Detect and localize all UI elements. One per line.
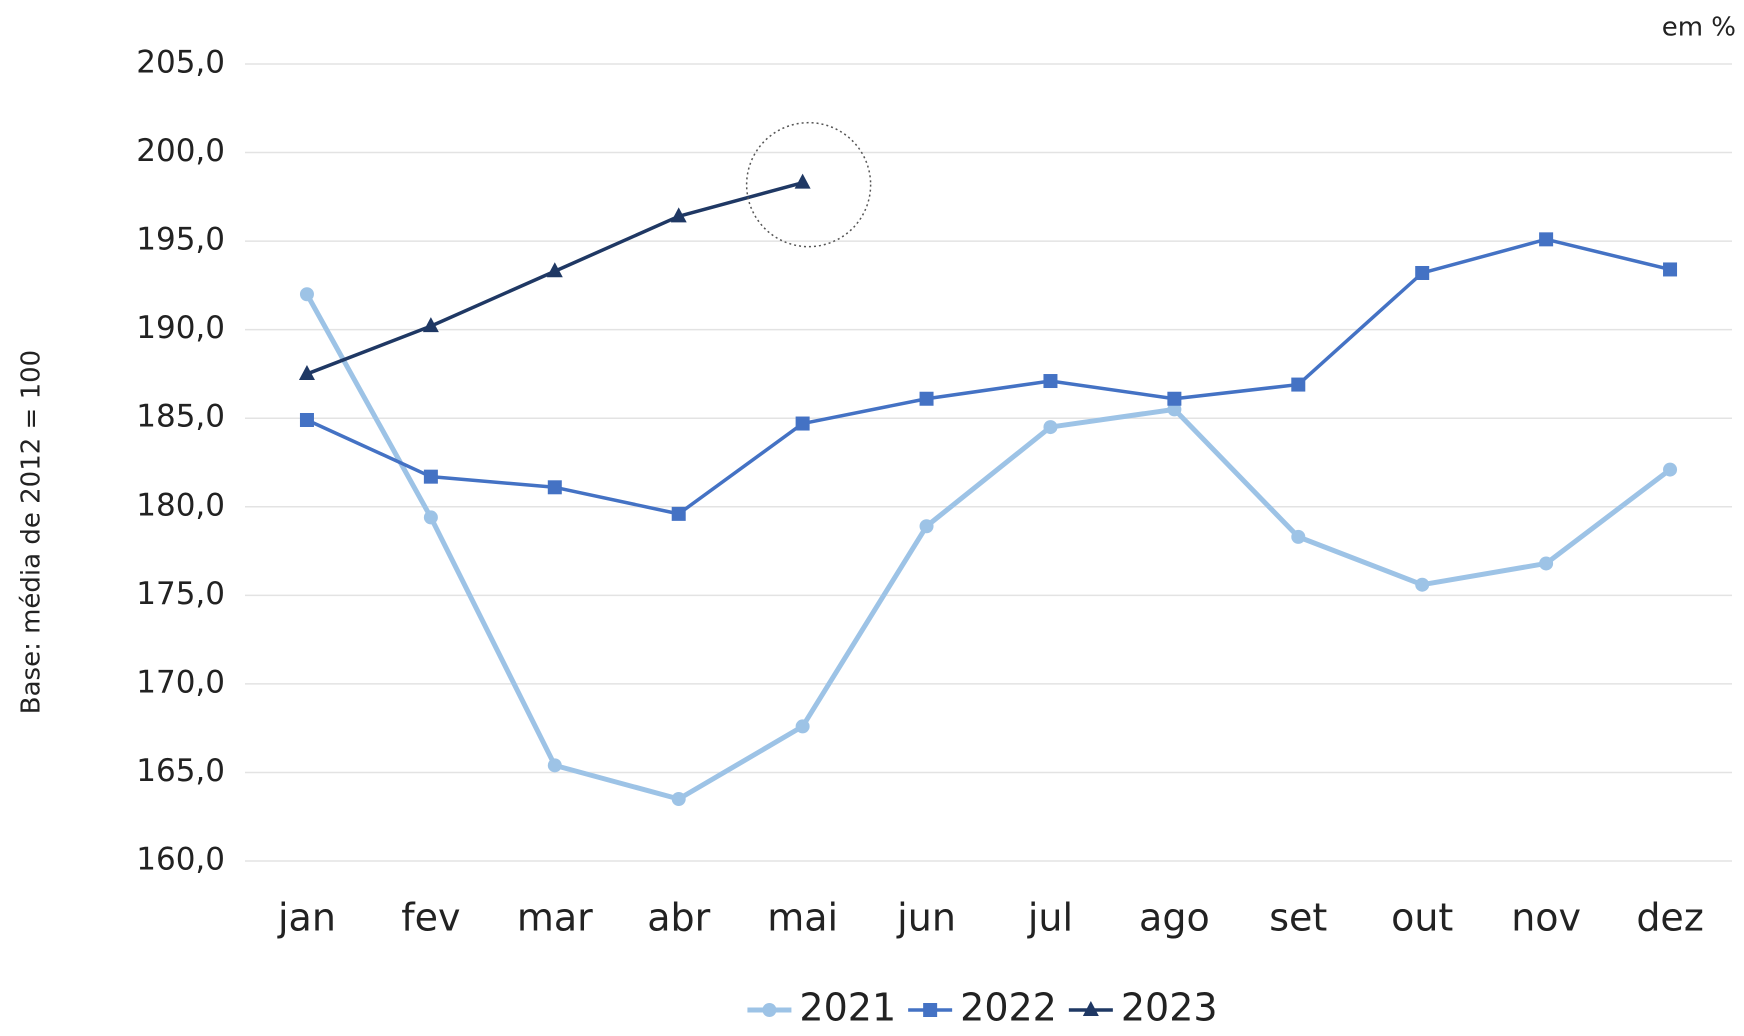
data-point — [423, 510, 438, 525]
data-point — [670, 207, 687, 223]
data-point — [1539, 232, 1554, 247]
legend-marker — [1082, 1001, 1099, 1016]
data-point — [794, 173, 811, 189]
legend-marker — [923, 1003, 938, 1017]
x-tick-label: nov — [1511, 896, 1581, 940]
data-point — [547, 480, 562, 495]
data-point — [298, 364, 315, 380]
y-tick-label: 200,0 — [136, 133, 225, 169]
legend: 2021 2022 2023 — [747, 986, 1218, 1030]
y-tick-label: 205,0 — [136, 45, 225, 81]
data-point — [671, 792, 686, 807]
x-tick-label: jul — [1027, 896, 1073, 940]
unit-note: em % — [1662, 13, 1736, 43]
data-point — [919, 391, 934, 406]
data-point — [299, 287, 314, 302]
data-point — [546, 262, 563, 278]
x-tick-label: dez — [1636, 896, 1703, 940]
data-point — [1415, 577, 1430, 592]
data-point — [1167, 391, 1182, 406]
y-tick-label: 180,0 — [136, 487, 225, 523]
x-tick-label: ago — [1139, 896, 1210, 940]
highlight-circle — [745, 121, 872, 248]
series-line — [306, 237, 1671, 516]
series-line — [306, 180, 804, 376]
data-point — [671, 506, 686, 521]
y-tick-label: 170,0 — [136, 664, 225, 700]
x-tick-label: fev — [401, 896, 460, 940]
legend-marker — [762, 1003, 777, 1017]
data-point — [795, 416, 810, 431]
data-point — [547, 758, 562, 773]
y-tick-label: 165,0 — [136, 753, 225, 789]
data-point — [1415, 265, 1430, 280]
y-tick-label: 185,0 — [136, 399, 225, 435]
x-tick-label: abr — [647, 896, 710, 940]
x-tick-label: mar — [517, 896, 593, 940]
data-point — [1539, 556, 1554, 571]
legend-label: 2021 — [799, 986, 896, 1030]
legend-label: 2022 — [960, 986, 1057, 1030]
data-point — [1167, 402, 1182, 417]
x-tick-label: set — [1269, 896, 1327, 940]
x-tick-label: out — [1391, 896, 1453, 940]
data-point — [1663, 262, 1678, 277]
data-point — [795, 719, 810, 734]
y-tick-label: 195,0 — [136, 222, 225, 258]
data-point — [423, 469, 438, 484]
x-tick-label: jan — [277, 896, 336, 940]
data-point — [1291, 377, 1306, 392]
x-tick-label: mai — [767, 896, 838, 940]
data-point — [299, 412, 314, 427]
data-point — [1043, 420, 1058, 435]
data-point — [1663, 462, 1678, 477]
series-line — [304, 293, 1672, 802]
y-tick-label: 175,0 — [136, 576, 225, 612]
data-point — [422, 317, 439, 333]
legend-label: 2023 — [1121, 986, 1218, 1030]
data-point — [1043, 374, 1058, 389]
data-point — [919, 519, 934, 534]
data-point — [1291, 529, 1306, 544]
x-tick-label: jun — [896, 896, 956, 940]
y-tick-label: 190,0 — [136, 310, 225, 346]
y-axis-label: Base: média de 2012 = 100 — [17, 350, 47, 714]
y-tick-label: 160,0 — [136, 842, 225, 878]
